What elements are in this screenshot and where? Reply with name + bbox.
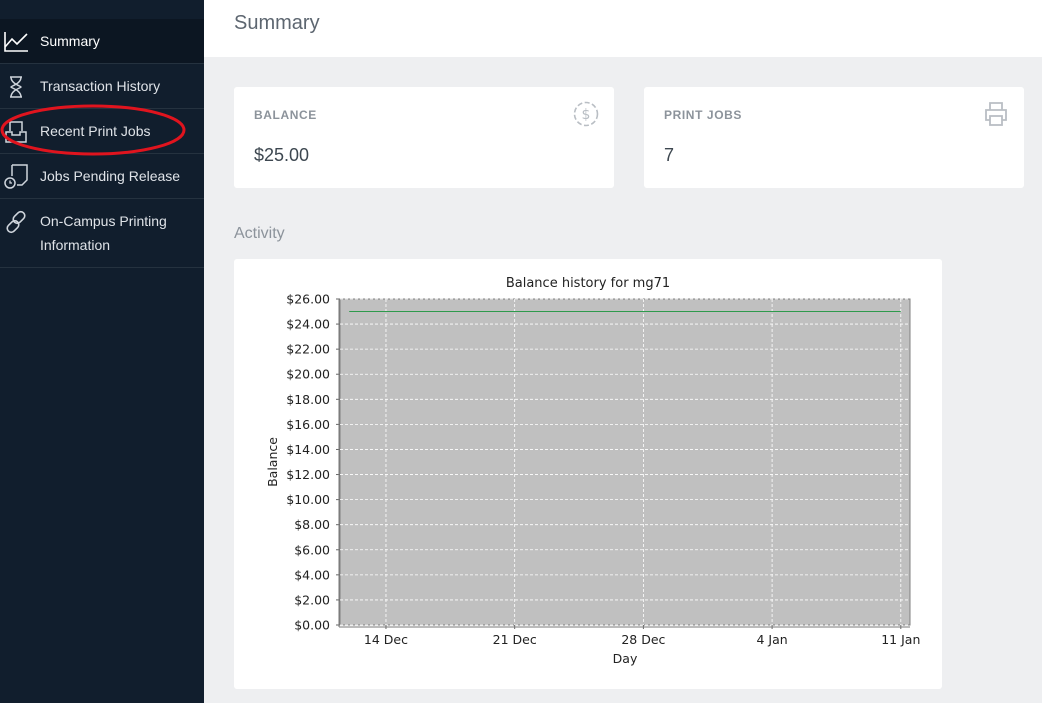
y-tick-label: $6.00: [294, 542, 330, 557]
plot-area: [339, 298, 911, 626]
y-tick-label: $2.00: [294, 592, 330, 607]
x-tick-label: 28 Dec: [621, 632, 665, 647]
y-tick-label: $0.00: [294, 618, 330, 633]
sidebar-item-on-campus-printing-information[interactable]: On-Campus Printing Information: [0, 199, 204, 268]
y-tick-label: $12.00: [286, 467, 330, 482]
pending-document-icon: [3, 164, 29, 190]
chart-title: Balance history for mg71: [506, 276, 670, 291]
sidebar-item-label: Jobs Pending Release: [40, 168, 181, 184]
y-tick-label: $16.00: [286, 417, 330, 432]
link-icon: [3, 209, 29, 235]
y-tick-label: $10.00: [286, 492, 330, 507]
sidebar-item-transaction-history[interactable]: Transaction History: [0, 64, 204, 109]
page-title: Summary: [234, 12, 320, 34]
x-axis-label: Day: [613, 651, 638, 666]
hourglass-icon: [3, 74, 29, 100]
line-chart-icon: [3, 29, 29, 55]
dollar-circle-icon: $: [573, 101, 599, 127]
activity-section-title: Activity: [234, 225, 285, 242]
y-axis-ticks: $0.00 $2.00 $4.00 $6.00 $8.00 $10.00 $12.00 $14…: [286, 292, 340, 633]
balance-history-chart: Balance history for mg71 $0.00 $2.00 $4.00…: [265, 276, 920, 666]
sidebar-item-label: Summary: [40, 33, 100, 49]
inbox-tray-icon: [3, 119, 29, 145]
balance-value: $25.00: [254, 145, 310, 165]
x-tick-label: 11 Jan: [881, 632, 920, 647]
y-tick-label: $4.00: [294, 567, 330, 582]
x-axis-ticks: 14 Dec 21 Dec 28 Dec 4 Jan 11 Jan: [339, 625, 920, 647]
print-jobs-value: 7: [664, 145, 675, 165]
y-tick-label: $18.00: [286, 392, 330, 407]
x-gridlines: [385, 299, 902, 625]
y-tick-label: $20.00: [286, 367, 330, 382]
print-jobs-label: PRINT JOBS: [664, 108, 743, 122]
y-tick-label: $26.00: [286, 292, 330, 307]
sidebar-item-label: On-Campus Printing Information: [40, 213, 167, 253]
balance-label: BALANCE: [254, 108, 317, 122]
sidebar-item-label: Transaction History: [40, 78, 161, 94]
svg-text:$: $: [582, 107, 591, 123]
printer-icon: [985, 102, 1007, 126]
sidebar-item-summary[interactable]: Summary: [0, 19, 204, 64]
y-tick-label: $8.00: [294, 517, 330, 532]
sidebar-item-jobs-pending-release[interactable]: Jobs Pending Release: [0, 154, 204, 199]
x-tick-label: 21 Dec: [493, 632, 537, 647]
y-tick-label: $14.00: [286, 442, 330, 457]
sidebar-item-label: Recent Print Jobs: [40, 123, 151, 139]
header: Summary: [204, 0, 1042, 57]
print-jobs-card: PRINT JOBS 7: [644, 87, 1024, 188]
y-tick-label: $22.00: [286, 342, 330, 357]
x-tick-label: 14 Dec: [364, 632, 408, 647]
sidebar: Summary Transaction History Recent Print…: [0, 0, 204, 703]
y-axis-label: Balance: [265, 437, 280, 487]
y-gridlines: [340, 298, 910, 626]
y-tick-label: $24.00: [286, 317, 330, 332]
x-tick-label: 4 Jan: [756, 632, 787, 647]
activity-chart-card: Balance history for mg71 $0.00 $2.00 $4.00…: [234, 259, 942, 689]
balance-card: BALANCE $25.00 $: [234, 87, 614, 188]
sidebar-item-recent-print-jobs[interactable]: Recent Print Jobs: [0, 109, 204, 154]
